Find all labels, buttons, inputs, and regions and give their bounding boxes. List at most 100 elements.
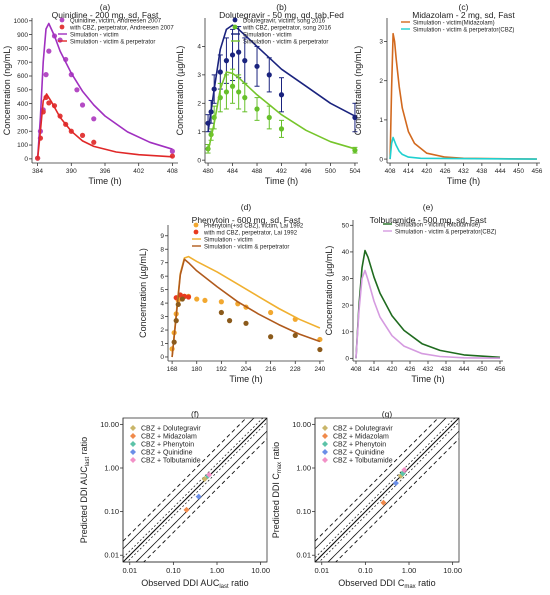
legend-key [322, 441, 328, 447]
y-axis-label-main: Concentration (ng/mL) [353, 46, 363, 136]
x-tick-label: 414 [369, 366, 380, 373]
legend-label: CBZ + Phenytoin [333, 442, 386, 449]
reference-line [123, 418, 264, 559]
x-axis-label-main: Observed DDI AUC [141, 578, 220, 588]
y-axis-label-main: Predicted DDI C [271, 473, 281, 539]
data-point [79, 132, 86, 138]
legend-label: Simulation - victim & perpetrator [70, 40, 155, 46]
legend-key [130, 457, 136, 463]
data-point [317, 346, 323, 353]
panel-title: Midazolam - 2 mg, sd, Fast [412, 10, 515, 20]
panel-tag: (f) [191, 409, 199, 419]
y-axis-label-main: Predicted DDI AUC [79, 466, 89, 544]
legend-label: Simulation - victim(Midazolam) [413, 21, 495, 27]
y-tick-label: 800 [17, 46, 28, 53]
y-axis-label-sub: max [277, 462, 283, 473]
legend-key [232, 24, 238, 30]
data-point [278, 126, 285, 132]
x-axis-label: Time (h) [265, 176, 298, 186]
y-tick-label: 500 [17, 87, 28, 94]
reference-line [327, 430, 459, 562]
legend-label: CBZ + Quinidine [141, 450, 193, 457]
legend-label: CBZ + Dolutegravir [141, 426, 201, 433]
x-axis-label: Time (h) [447, 176, 480, 186]
x-tick-label: 168 [167, 366, 178, 373]
x-tick-label: 492 [276, 168, 287, 175]
y-axis-label: Concentration (µg/mL) [324, 246, 334, 336]
x-tick-label: 432 [423, 366, 434, 373]
legend-key [59, 24, 65, 30]
plot-frame [314, 417, 460, 563]
x-axis-label-sub: max [404, 584, 415, 590]
data-point [206, 471, 213, 478]
y-axis-label: Concentration (µg/mL) [175, 46, 185, 136]
data-point [254, 106, 260, 112]
data-point [223, 58, 230, 64]
y-axis-label: Concentration (ng/mL) [2, 46, 12, 136]
legend-key [322, 425, 328, 431]
x-tick-label: 420 [421, 168, 432, 175]
series-line [355, 269, 501, 359]
data-point [236, 49, 242, 55]
x-tick-label: 414 [403, 168, 414, 175]
x-tick-label: 426 [440, 168, 451, 175]
y-tick-label: 4 [197, 44, 201, 51]
y-tick-label: 4 [160, 300, 164, 307]
y-tick-label: 0 [160, 354, 164, 361]
x-axis-label-main: Time (h) [411, 374, 444, 384]
x-tick-label: 480 [203, 168, 214, 175]
x-axis-label: Time (h) [411, 374, 444, 384]
y-axis-label-sub: last [85, 456, 91, 466]
x-axis-label-main: Observed DDI C [338, 578, 405, 588]
reference-line [123, 418, 247, 542]
data-point [278, 92, 285, 98]
y-tick-label: 700 [17, 59, 28, 66]
y-tick-label: 10.00 [100, 420, 119, 429]
y-axis-label: Concentration (ng/mL) [353, 46, 363, 136]
panel-f: (f)0.010.010.100.101.001.0010.0010.00Obs… [79, 409, 270, 590]
y-tick-label: 1000 [14, 18, 29, 25]
x-tick-label: 1.00 [210, 566, 225, 575]
y-axis-label-main: Concentration (ng/mL) [2, 46, 12, 136]
panel-tag: (c) [459, 2, 469, 12]
y-tick-label: 5 [160, 287, 164, 294]
y-tick-label: 600 [17, 73, 28, 80]
y-tick-label: 8 [160, 246, 164, 253]
legend-key [322, 433, 328, 439]
series-layer [389, 32, 537, 160]
reference-line [315, 418, 459, 562]
data-point [229, 83, 236, 89]
legend-key [193, 229, 199, 235]
data-point [57, 37, 63, 43]
x-axis-label-tail: ratio [229, 578, 249, 588]
data-point [268, 334, 274, 340]
legend-label: Simulation - victim & perpetrator(CBZ) [413, 28, 514, 34]
y-tick-label: 0.01 [104, 551, 119, 560]
panel-tag: (b) [276, 2, 287, 12]
y-tick-label: 3 [197, 72, 201, 79]
legend-label: CBZ + Dolutegravir [333, 426, 393, 433]
reference-line [135, 430, 267, 562]
x-axis-label: Time (h) [229, 374, 262, 384]
y-tick-label: 0.10 [104, 507, 119, 516]
y-tick-label: 0.10 [296, 507, 311, 516]
data-point [229, 52, 236, 58]
data-point [91, 116, 97, 122]
x-tick-label: 450 [513, 168, 524, 175]
y-axis-label: Concentration (µg/mL) [138, 248, 148, 338]
x-tick-label: 504 [350, 168, 361, 175]
legend: Phenytoin(+sd CBZ), victim, Lai 1992with… [192, 222, 304, 251]
series-line [355, 249, 501, 359]
x-tick-label: 426 [405, 366, 416, 373]
reference-line [318, 421, 459, 562]
legend-label: Phenytoin(+sd CBZ), victim, Lai 1992 [204, 224, 304, 230]
legend-label: Simulation - victim & perpetrator [243, 40, 328, 46]
data-point [242, 95, 248, 101]
y-tick-label: 200 [17, 128, 28, 135]
x-tick-label: 192 [216, 366, 227, 373]
x-tick-label: 450 [477, 366, 488, 373]
reference-line [315, 418, 456, 559]
data-point [195, 493, 202, 500]
